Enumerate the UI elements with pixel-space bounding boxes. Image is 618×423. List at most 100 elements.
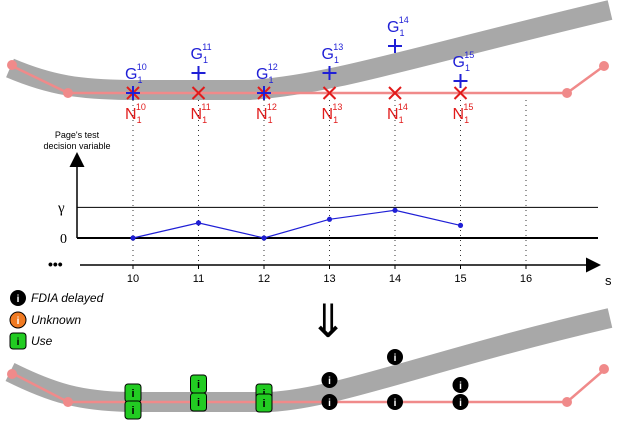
x-tick-label: 16 <box>520 273 532 285</box>
track-endpoint <box>63 397 73 407</box>
g-label: G114 <box>387 15 409 38</box>
info-circle-icon <box>9 311 27 329</box>
use-marker: i <box>124 383 142 403</box>
info-circle-icon <box>10 290 26 306</box>
plus-marker <box>126 86 140 100</box>
delayed-marker: i <box>321 394 338 410</box>
plus-marker <box>388 39 402 53</box>
info-square-icon <box>124 400 142 420</box>
info-glyph: i <box>328 376 331 387</box>
series-point <box>326 216 333 222</box>
track-endpoint <box>7 60 17 70</box>
series-point <box>195 220 202 226</box>
info-square-icon <box>9 332 27 350</box>
use-marker: i <box>190 374 207 394</box>
g-label: G110 <box>125 62 147 85</box>
leading-dots: ••• <box>48 256 63 272</box>
n-label: N114 <box>387 102 408 125</box>
marker-pair: G112 N112 <box>256 62 278 125</box>
cross-marker <box>191 86 206 100</box>
info-glyph: i <box>394 353 397 364</box>
info-circle-icon <box>321 394 338 410</box>
legend-label-unknown: Unknown <box>31 313 81 327</box>
road-band-bottom <box>5 308 613 412</box>
info-glyph: i <box>459 381 462 392</box>
marker-pair: G114 N114 <box>387 15 409 125</box>
info-circle-icon <box>321 372 338 388</box>
legend-item-use: i Use <box>9 332 53 350</box>
use-marker: i <box>124 400 142 420</box>
n-label: N112 <box>256 102 277 125</box>
info-square-icon <box>255 393 273 413</box>
legend-label-use: Use <box>31 334 53 348</box>
info-glyph: i <box>17 294 20 305</box>
g-label: G115 <box>453 50 475 73</box>
info-glyph: i <box>131 388 134 400</box>
plus-marker <box>191 66 206 80</box>
y-tick-gamma: γ <box>57 200 65 216</box>
g-label: G111 <box>191 42 212 65</box>
track-endpoint <box>7 369 17 379</box>
bottom-scene: iiiiiiiiiiii <box>5 308 613 420</box>
series-line <box>132 209 461 239</box>
info-glyph: i <box>131 405 134 417</box>
marker-pair: G115 N115 <box>453 50 475 125</box>
info-glyph: i <box>328 398 331 409</box>
track-endpoint <box>599 61 609 71</box>
marker-pair: G110 N110 <box>125 62 147 125</box>
legend: i FDIA delayed i Unknown i Use <box>9 290 104 350</box>
track-line-top <box>9 63 605 95</box>
g-label: G112 <box>256 62 278 85</box>
top-markers: G110 N110 G111 N111 G112 N112 G113 N113 G114 N114… <box>125 15 474 125</box>
info-glyph: i <box>394 398 397 409</box>
chart-ylabel-line1: Page's test <box>55 130 100 140</box>
legend-item-delayed: i FDIA delayed <box>10 290 104 306</box>
legend-label-delayed: FDIA delayed <box>31 291 104 305</box>
info-square-icon <box>190 392 207 412</box>
road-band-top <box>6 0 613 100</box>
delayed-marker: i <box>452 394 469 410</box>
plus-marker <box>453 74 468 88</box>
info-glyph: i <box>197 397 200 409</box>
delayed-marker: i <box>321 372 338 388</box>
plus-marker <box>257 86 271 100</box>
n-label: N110 <box>125 102 146 125</box>
n-label: N111 <box>191 102 211 125</box>
x-tick-label: 10 <box>127 273 139 285</box>
g-label: G113 <box>322 42 344 65</box>
n-label: N115 <box>453 102 474 125</box>
vertical-guides <box>132 100 527 262</box>
plus-marker <box>322 66 337 80</box>
info-glyph: i <box>17 316 20 327</box>
x-tick-label: 14 <box>389 273 401 285</box>
y-tick-zero: 0 <box>60 232 67 247</box>
x-tick-label: 13 <box>323 273 335 285</box>
x-axis-label: s <box>605 273 612 288</box>
track-endpoint <box>562 88 572 98</box>
decision-series <box>130 207 464 241</box>
info-circle-icon <box>452 394 469 410</box>
info-glyph: i <box>262 398 265 410</box>
track-endpoint <box>63 88 73 98</box>
delayed-marker: i <box>387 394 403 410</box>
info-glyph: i <box>459 398 462 409</box>
info-circle-icon <box>452 377 469 393</box>
cross-marker <box>453 86 468 100</box>
series-point <box>457 222 464 228</box>
track-endpoint <box>562 397 572 407</box>
delayed-marker: i <box>452 377 469 393</box>
cross-marker <box>322 86 337 100</box>
series-point <box>392 207 398 213</box>
track-line-bottom <box>9 369 605 404</box>
double-arrow-down-icon: ⇓ <box>309 295 348 347</box>
x-tick-label: 15 <box>454 273 466 285</box>
decision-chart: Page's test decision variable ••• s γ 0 … <box>43 100 612 288</box>
track-endpoint <box>599 364 609 374</box>
top-scene: G110 N110 G111 N111 G112 N112 G113 N113 G114 N114… <box>6 0 613 125</box>
info-glyph: i <box>197 379 200 391</box>
chart-ylabel-line2: decision variable <box>43 141 110 151</box>
marker-pair: G111 N111 <box>191 42 212 125</box>
info-circle-icon <box>387 349 403 365</box>
use-marker: i <box>255 393 273 413</box>
